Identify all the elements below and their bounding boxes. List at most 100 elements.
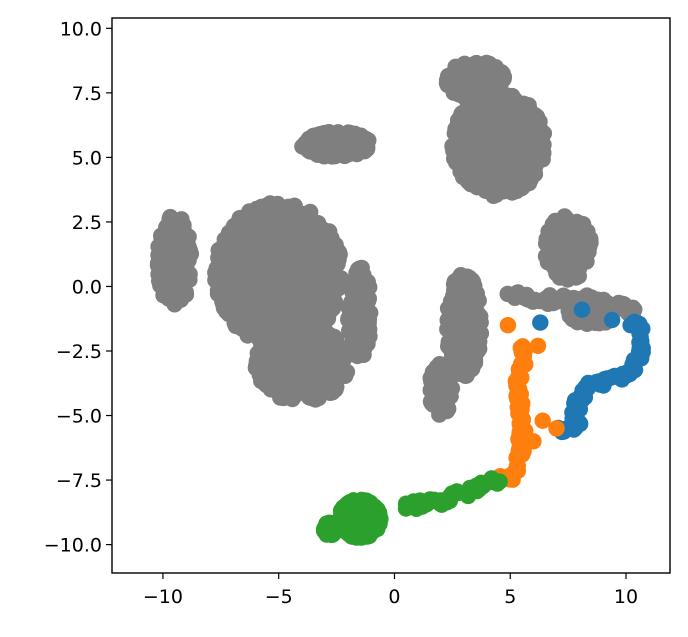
y-tick-label: 5.0 [72, 147, 102, 169]
scatter-point [311, 126, 328, 143]
scatter-point [292, 338, 309, 355]
scatter-point [295, 221, 313, 238]
scatter-point [523, 127, 540, 144]
scatter-point [511, 161, 528, 179]
scatter-point [548, 420, 565, 437]
scatter-point [209, 285, 227, 302]
scatter-point [464, 158, 481, 176]
scatter-point [499, 175, 516, 192]
scatter-point [573, 301, 591, 318]
scatter-point [322, 302, 339, 320]
scatter-point [335, 502, 352, 519]
scatter-point [169, 237, 187, 254]
scatter-point [500, 93, 518, 110]
scatter-point [321, 343, 338, 360]
scatter-point [264, 338, 282, 355]
y-axis: −10.0 −7.5 −5.0 −2.5 0.0 2.5 5.0 7.5 10.0 [44, 18, 112, 557]
x-axis: −10 −5 0 5 10 [143, 573, 638, 608]
y-tick-label: 0.0 [72, 276, 102, 298]
scatter-point [438, 402, 455, 420]
scatter-point [279, 350, 296, 367]
scatter-point [312, 281, 330, 298]
scatter-point [457, 88, 474, 106]
scatter-point [239, 327, 256, 344]
scatter-point [344, 275, 361, 292]
scatter-point [528, 147, 546, 165]
scatter-point [504, 109, 521, 127]
scatter-point [296, 369, 314, 386]
scatter-point [320, 229, 337, 246]
scatter-point [267, 196, 284, 214]
scatter-point [475, 143, 493, 161]
scatter-point [534, 412, 551, 429]
scatter-point [149, 255, 167, 272]
scatter-point [348, 324, 365, 341]
scatter-point [304, 326, 321, 343]
plot-frame [111, 17, 671, 574]
scatter-point [462, 346, 479, 364]
scatter-point [282, 289, 299, 307]
scatter-point [261, 279, 279, 296]
scatter-point [253, 212, 270, 230]
scatter-point [266, 377, 283, 395]
scatter-point [431, 356, 448, 373]
scatter-point [485, 104, 503, 121]
scatter-point [357, 307, 374, 325]
scatter-point [278, 214, 295, 231]
y-tick-label: 10.0 [60, 18, 102, 40]
x-tick-label: 0 [388, 586, 400, 608]
scatter-point [472, 314, 489, 331]
y-tick-label: 2.5 [72, 212, 102, 234]
scatter-point [342, 126, 359, 143]
scatter-point [235, 277, 252, 294]
scatter-point [313, 265, 331, 282]
scatter-point [446, 125, 463, 142]
scatter-point [297, 277, 315, 294]
scatter-point [279, 335, 296, 352]
scatter-point [554, 223, 571, 240]
scatter-point [277, 228, 295, 245]
scatter-point [325, 285, 342, 302]
scatter-point [499, 317, 517, 334]
scatter-point [365, 508, 382, 526]
scatter-point [626, 301, 643, 318]
y-tick-label: −7.5 [56, 470, 102, 492]
scatter-point [357, 141, 375, 158]
scatter-point [544, 236, 561, 254]
scatter-point [491, 125, 509, 143]
scatter-point [248, 302, 265, 319]
scatter-point [439, 312, 456, 329]
scatter-point [336, 365, 354, 383]
scatter-point [469, 106, 487, 124]
scatter-point [491, 473, 508, 490]
scatter-point [166, 296, 183, 313]
scatter-point [253, 339, 270, 356]
scatter-point [275, 389, 292, 407]
scatter-point [439, 76, 456, 94]
scatter-point [468, 174, 485, 191]
scatter-point [488, 139, 506, 156]
scatter-point [505, 140, 522, 157]
y-tick-label: −10.0 [44, 535, 102, 557]
scatter-point [451, 140, 469, 157]
scatter-points [149, 54, 651, 546]
scatter-point [453, 105, 470, 122]
scatter-point [173, 255, 191, 272]
scatter-point [210, 249, 227, 266]
scatter-point [423, 373, 440, 390]
y-tick-label: −5.0 [56, 406, 102, 428]
scatter-point [307, 143, 324, 160]
scatter-point [464, 360, 481, 377]
scatter-point [326, 271, 343, 288]
scatter-point [445, 287, 462, 304]
scatter-point [349, 494, 366, 511]
scatter-point [560, 267, 577, 285]
scatter-point [286, 265, 303, 282]
scatter-point [296, 250, 313, 268]
scatter-point [257, 245, 274, 262]
x-tick-label: 5 [504, 586, 516, 608]
scatter-point [207, 270, 225, 287]
scatter-point [344, 525, 361, 542]
scatter-point [306, 381, 323, 398]
scatter-point [272, 307, 289, 324]
